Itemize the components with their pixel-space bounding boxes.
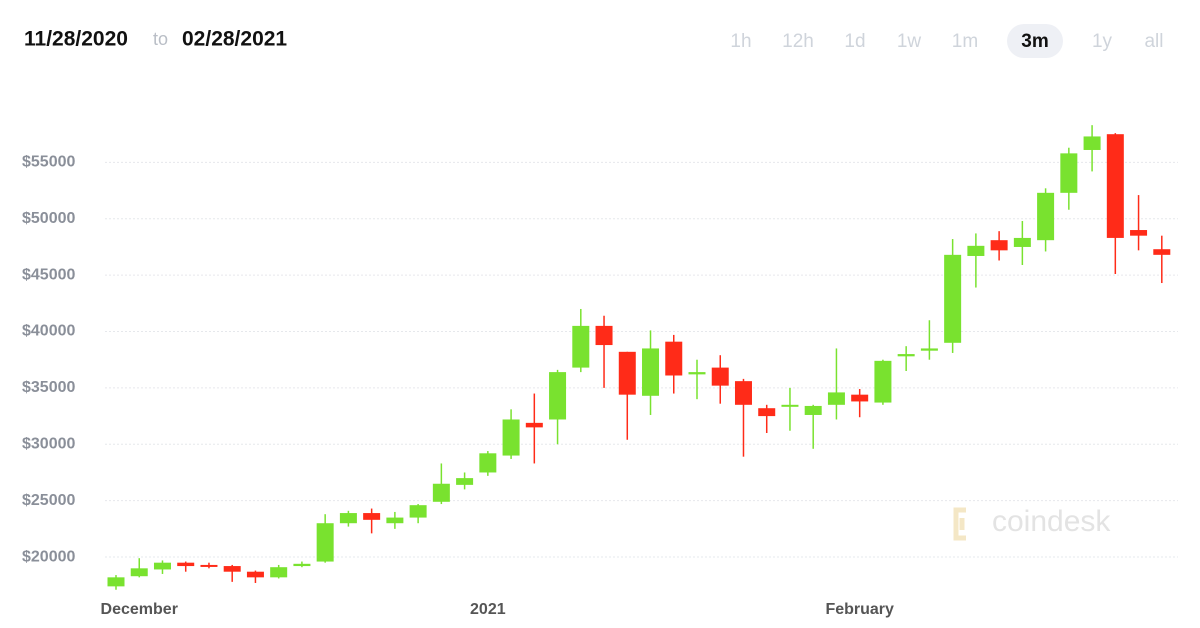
y-tick-label: $55000 [22,154,75,171]
range-button[interactable]: 12h [782,31,814,52]
candle-body [804,405,822,415]
watermark-logo [953,507,966,541]
candle-body [711,367,729,386]
range-label[interactable]: 3m [1021,31,1048,52]
candle-body [525,422,543,428]
y-tick-label: $50000 [22,210,75,227]
candle-body [432,483,450,502]
candle-body [200,564,218,567]
candle-body [874,360,892,403]
range-button[interactable]: 1w [897,31,922,52]
range-selected-bg [1007,24,1063,58]
candle-body [595,325,613,346]
candle-body [1037,192,1055,241]
candle-body [781,404,799,407]
range-label[interactable]: 1y [1092,31,1113,52]
x-tick-label: 2021 [470,601,506,618]
candle-body [456,478,474,485]
candle-body [316,523,334,562]
candle-body [920,348,938,351]
candle-body [851,394,869,402]
x-tick-label: December [101,601,178,618]
candle-body [618,351,636,395]
candle-body [502,419,520,456]
candle-body [1130,230,1148,236]
candle-body [1013,237,1031,247]
y-tick-label: $40000 [22,323,75,340]
candle-body [665,341,683,376]
candle-body [1153,249,1171,255]
candle-body [1060,153,1078,193]
to-word: to [153,29,168,49]
candle-body [758,408,776,417]
candle-body [363,513,381,520]
candle-body [642,348,660,396]
candle-body [339,513,357,524]
range-button[interactable]: all [1144,31,1163,52]
candle-body [270,567,288,578]
watermark-text: coindesk [992,505,1111,538]
candle-body [293,563,311,567]
candle-body [246,571,264,578]
range-label[interactable]: 1d [844,31,865,52]
candle-body [944,254,962,343]
from-date: 11/28/2020 [24,28,128,51]
range-label[interactable]: 1h [730,31,751,52]
candle-body [1083,136,1101,150]
y-tick-label: $25000 [22,492,75,509]
y-tick-label: $20000 [22,548,75,565]
range-button[interactable]: 1y [1092,31,1113,52]
y-tick-label: $45000 [22,266,75,283]
range-label[interactable]: all [1144,31,1163,52]
candle-body [409,505,427,518]
range-label[interactable]: 1m [952,31,978,52]
y-tick-label: $30000 [22,436,75,453]
candle-body [479,453,497,473]
candle-body [734,381,752,405]
candle-body [549,372,567,420]
range-label[interactable]: 1w [897,31,922,52]
candle-body [827,392,845,405]
range-button[interactable]: 3m [1007,24,1063,58]
watermark: coindesk [953,505,1111,541]
candle-body [153,562,171,570]
range-label[interactable]: 12h [782,31,814,52]
candle-body [990,240,1008,251]
range-button[interactable]: 1d [844,31,865,52]
candle-body [1106,134,1124,238]
candle-body [107,577,125,587]
range-button[interactable]: 1m [952,31,978,52]
candle-body [223,566,241,572]
candle-body [177,562,195,567]
candle-body [572,325,590,368]
range-button[interactable]: 1h [730,31,751,52]
x-tick-label: February [825,601,894,618]
y-tick-label: $35000 [22,379,75,396]
candle-body [967,245,985,256]
candle-body [897,354,915,357]
candle-body [130,568,148,577]
to-date: 02/28/2021 [182,28,287,51]
candle-body [386,517,404,524]
candle-body [688,372,706,375]
